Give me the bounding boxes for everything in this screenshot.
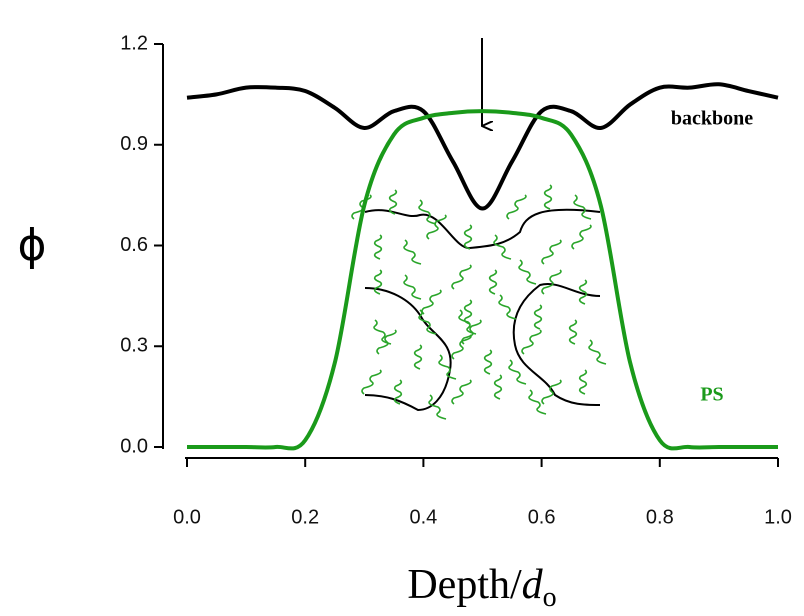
side-chain xyxy=(421,289,442,315)
polymer-cartoon xyxy=(351,184,607,420)
side-chain xyxy=(461,319,482,345)
side-chain xyxy=(413,344,423,370)
side-chain xyxy=(376,329,397,355)
y-axis-label: ϕ xyxy=(17,220,46,271)
x-tick-label: 0.4 xyxy=(409,506,437,528)
side-chain xyxy=(521,329,542,355)
side-chain xyxy=(498,294,517,320)
side-chain xyxy=(571,224,592,250)
series-label: backbone xyxy=(671,108,753,130)
x-axis-label-text: Depth/ xyxy=(407,562,522,608)
backbone-sketch xyxy=(512,283,601,406)
y-tick-label: 1.2 xyxy=(120,32,148,54)
side-chain xyxy=(418,309,437,335)
side-chain xyxy=(493,374,503,400)
side-chain xyxy=(541,379,562,405)
y-tick-label: 0.0 xyxy=(120,435,148,457)
side-chain xyxy=(388,189,398,215)
side-chain xyxy=(568,319,578,345)
side-chain xyxy=(373,319,392,345)
side-chain xyxy=(463,224,473,250)
side-chain xyxy=(508,359,527,385)
side-chain xyxy=(451,264,472,290)
side-chain xyxy=(418,199,437,225)
side-chain xyxy=(373,234,383,260)
side-chain xyxy=(541,239,562,265)
y-tick-label: 0.3 xyxy=(120,335,148,357)
side-chain xyxy=(483,349,493,375)
side-chain xyxy=(488,269,498,295)
side-chain xyxy=(578,369,588,395)
y-tick-label: 0.9 xyxy=(120,133,148,155)
x-axis-label-var: d xyxy=(522,562,544,608)
x-axis-label: Depth/do xyxy=(407,562,556,613)
side-chain xyxy=(493,234,512,260)
side-chain xyxy=(428,394,447,420)
series-label: PS xyxy=(700,384,723,406)
x-tick-label: 0.0 xyxy=(173,506,201,528)
side-chain xyxy=(541,269,562,295)
side-chain xyxy=(463,299,473,325)
side-chain xyxy=(403,239,422,265)
side-chain xyxy=(533,304,543,330)
x-tick-label: 0.6 xyxy=(528,506,556,528)
x-axis-label-sub: o xyxy=(543,582,557,613)
x-tick-label: 0.8 xyxy=(646,506,674,528)
side-chain xyxy=(438,354,457,380)
side-chain xyxy=(573,194,592,220)
side-chain xyxy=(578,279,588,305)
x-tick-label: 1.0 xyxy=(764,506,792,528)
side-chain xyxy=(403,274,422,300)
x-tick-label: 0.2 xyxy=(291,506,319,528)
side-chain xyxy=(518,259,537,285)
side-chain xyxy=(458,309,477,335)
side-chain xyxy=(451,334,472,360)
side-chain xyxy=(393,379,403,405)
side-chain xyxy=(528,389,547,415)
side-chain xyxy=(588,339,607,365)
side-chain xyxy=(451,379,472,405)
backbone-sketch xyxy=(364,208,601,249)
side-chain xyxy=(373,269,383,295)
line-series xyxy=(186,82,779,211)
side-chain xyxy=(506,194,527,220)
side-chain xyxy=(361,369,382,395)
line-series xyxy=(187,109,778,451)
y-tick-label: 0.6 xyxy=(120,234,148,256)
side-chain xyxy=(426,214,447,240)
side-chain xyxy=(543,184,553,210)
